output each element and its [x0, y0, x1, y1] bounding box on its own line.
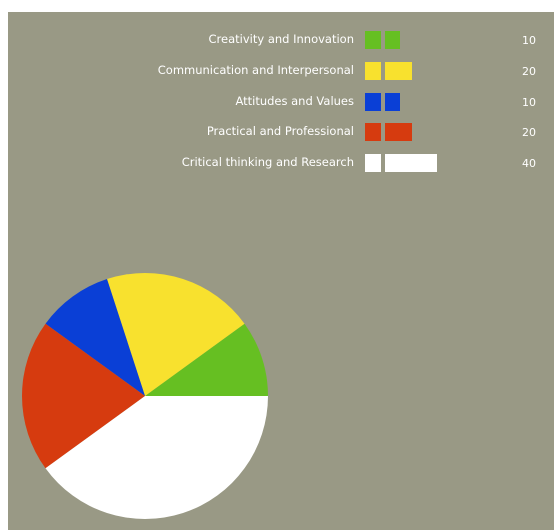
legend-label: Creativity and Innovation	[208, 32, 354, 46]
legend-item: Attitudes and Values 10	[8, 92, 554, 112]
legend-value: 20	[522, 126, 536, 139]
legend-label: Critical thinking and Research	[181, 155, 354, 169]
legend-value: 10	[522, 34, 536, 47]
legend-swatch	[365, 154, 381, 172]
legend-bar	[385, 123, 412, 141]
legend-item: Critical thinking and Research 40	[8, 153, 554, 173]
pie-slice	[21, 323, 145, 469]
legend-value: 20	[522, 65, 536, 78]
pie-slice	[145, 323, 268, 396]
legend-item: Communication and Interpersonal 20	[8, 61, 554, 81]
legend-label: Attitudes and Values	[235, 94, 354, 108]
legend-item: Practical and Professional 20	[8, 122, 554, 142]
pie-slice	[45, 396, 268, 520]
legend-swatch	[365, 123, 381, 141]
legend-bar	[385, 31, 400, 49]
legend-swatch	[365, 31, 381, 49]
legend-label: Communication and Interpersonal	[157, 63, 354, 77]
legend-value: 10	[522, 96, 536, 109]
legend-bar	[385, 93, 400, 111]
pie-chart	[21, 272, 268, 520]
chart-panel: Creativity and Innovation 10 Communicati…	[8, 12, 554, 530]
legend-swatch	[365, 93, 381, 111]
legend-bar	[385, 62, 412, 80]
legend-label: Practical and Professional	[206, 124, 354, 138]
legend-bar	[385, 154, 437, 172]
legend-item: Creativity and Innovation 10	[8, 30, 554, 50]
pie-slice	[106, 272, 245, 396]
pie-slice	[45, 279, 145, 396]
legend-swatch	[365, 62, 381, 80]
legend-value: 40	[522, 157, 536, 170]
